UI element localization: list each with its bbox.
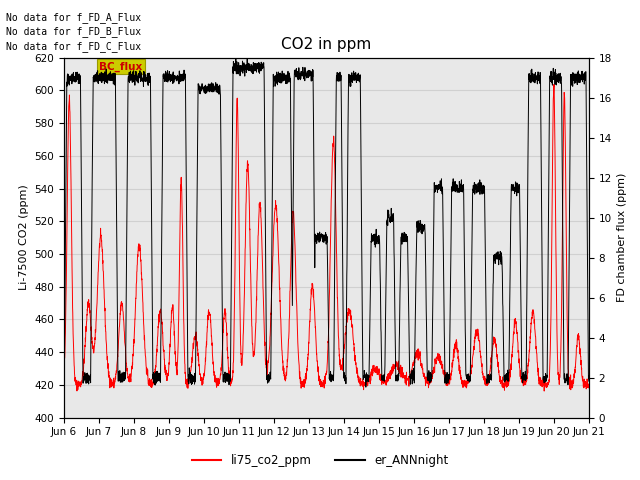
Text: No data for f_FD_A_Flux: No data for f_FD_A_Flux <box>6 12 141 23</box>
Y-axis label: FD chamber flux (ppm): FD chamber flux (ppm) <box>618 173 627 302</box>
Y-axis label: Li-7500 CO2 (ppm): Li-7500 CO2 (ppm) <box>19 185 29 290</box>
Title: CO2 in ppm: CO2 in ppm <box>281 37 372 52</box>
Legend: li75_co2_ppm, er_ANNnight: li75_co2_ppm, er_ANNnight <box>187 449 453 472</box>
Text: No data for f_FD_C_Flux: No data for f_FD_C_Flux <box>6 41 141 52</box>
Text: BC_flux: BC_flux <box>99 61 143 72</box>
Text: No data for f_FD_B_Flux: No data for f_FD_B_Flux <box>6 26 141 37</box>
